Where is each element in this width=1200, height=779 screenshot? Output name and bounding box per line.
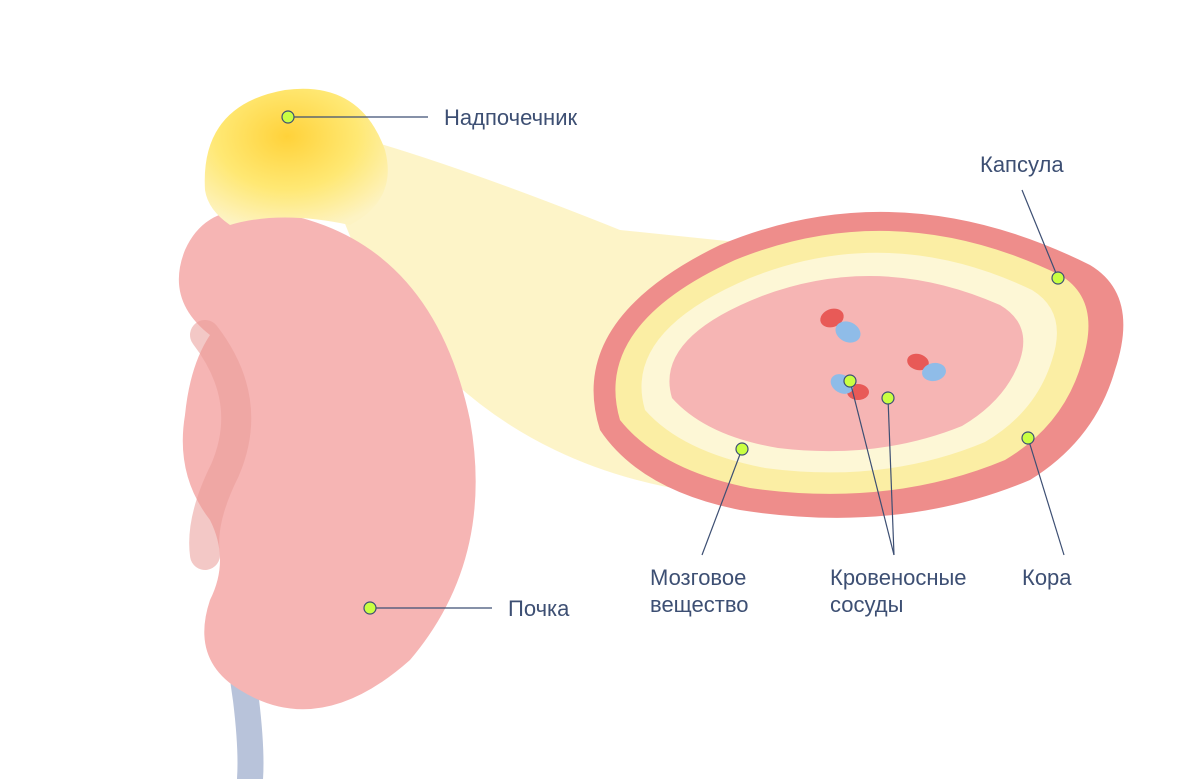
label-cortex: Кора: [1022, 565, 1072, 590]
label-capsule: Капсула: [980, 152, 1064, 177]
marker-cortex: [1022, 432, 1034, 444]
label-kidney: Почка: [508, 596, 570, 621]
label-medulla-l1: Мозговое: [650, 565, 746, 590]
marker-kidney: [364, 602, 376, 614]
label-vessels-l2: сосуды: [830, 592, 903, 617]
adrenal-diagram: Надпочечник Почка Капсула Мозговое вещес…: [0, 0, 1200, 779]
label-medulla-l2: вещество: [650, 592, 749, 617]
marker-medulla: [736, 443, 748, 455]
label-adrenal: Надпочечник: [444, 105, 577, 130]
adrenal-gland: [205, 89, 388, 225]
label-vessels-l1: Кровеносные: [830, 565, 967, 590]
marker-vessels-b: [882, 392, 894, 404]
marker-vessels-a: [844, 375, 856, 387]
marker-capsule: [1052, 272, 1064, 284]
marker-adrenal: [282, 111, 294, 123]
